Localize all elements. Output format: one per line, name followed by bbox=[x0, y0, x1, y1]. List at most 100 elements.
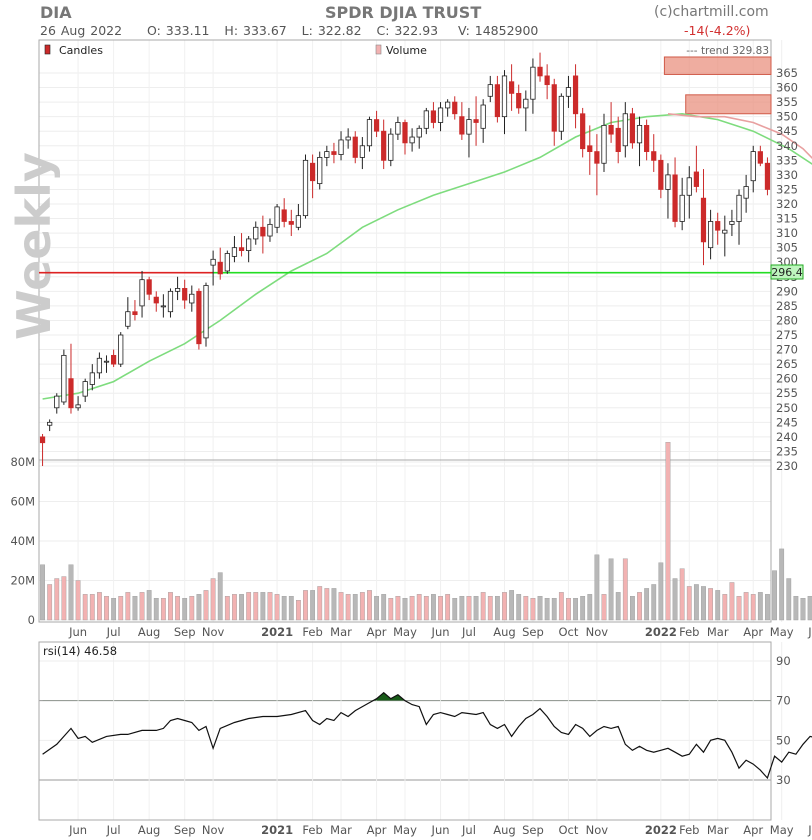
candle-body bbox=[96, 357, 103, 374]
credit: (c)chartmill.com bbox=[654, 4, 769, 20]
trend-legend-label: --- trend 329.83 bbox=[686, 45, 769, 57]
volume-bar bbox=[551, 598, 557, 621]
time-tick-label: Apr bbox=[367, 625, 387, 639]
candle-body bbox=[139, 279, 145, 307]
candle-body bbox=[672, 174, 678, 222]
candle-body bbox=[644, 125, 650, 153]
volume-bar bbox=[686, 586, 692, 621]
date: 26 Aug 2022 bbox=[40, 23, 123, 38]
rsi-tick-label: 50 bbox=[776, 733, 791, 747]
volume-bar bbox=[537, 596, 543, 621]
candle-body bbox=[743, 186, 749, 199]
candle-body bbox=[331, 151, 337, 155]
volume-bar bbox=[573, 598, 578, 621]
volume-bar bbox=[182, 598, 188, 621]
volume-legend-icon bbox=[375, 44, 382, 55]
candle-body bbox=[658, 159, 664, 190]
volume-bar bbox=[232, 594, 237, 621]
volume-tick-label: 0 bbox=[28, 613, 35, 627]
close-value: C: 322.93 bbox=[376, 23, 439, 38]
price-tick-label: 335 bbox=[776, 153, 798, 167]
candle-body bbox=[629, 113, 636, 144]
candles-legend-icon bbox=[44, 44, 51, 55]
candle-body bbox=[580, 113, 586, 150]
rsi-tick-label: 70 bbox=[776, 694, 791, 708]
resistance-zones bbox=[663, 56, 772, 115]
volume-bar bbox=[530, 598, 536, 621]
price-tick-label: 280 bbox=[776, 313, 798, 327]
candle-body bbox=[395, 122, 401, 135]
volume-bar bbox=[175, 596, 180, 621]
volume-bar bbox=[473, 596, 479, 621]
volume-bar bbox=[516, 594, 522, 621]
volume-bar bbox=[693, 584, 699, 621]
candle-body bbox=[750, 151, 756, 182]
candle-body bbox=[196, 290, 202, 345]
volume-bar bbox=[480, 592, 486, 621]
low-value: L: 322.82 bbox=[301, 23, 362, 38]
candle-body bbox=[302, 159, 309, 217]
volume-bar bbox=[196, 594, 202, 621]
candle-body bbox=[487, 84, 493, 97]
volume-bar bbox=[722, 594, 728, 621]
volume-bar bbox=[153, 598, 159, 621]
volume-bar bbox=[217, 572, 223, 621]
time-tick-label: May bbox=[770, 823, 794, 837]
volume-bar bbox=[679, 568, 685, 621]
volume-bar bbox=[281, 596, 287, 621]
volume-bar bbox=[409, 596, 415, 621]
time-tick-label: May bbox=[393, 625, 417, 639]
candle-body bbox=[125, 311, 131, 327]
resistance-zone bbox=[685, 94, 772, 115]
ohlc-info: 26 Aug 2022 O: 333.11 H: 333.67 L: 322.8… bbox=[40, 23, 538, 38]
volume-bar bbox=[423, 596, 429, 621]
volume-bar bbox=[431, 594, 436, 621]
volume-bar bbox=[295, 600, 301, 621]
volume-bar bbox=[40, 564, 45, 621]
time-tick-label: Jul bbox=[461, 625, 476, 639]
price-tick-label: 235 bbox=[776, 444, 798, 458]
candle-body bbox=[480, 104, 486, 129]
candle-body bbox=[238, 247, 245, 251]
volume-bar bbox=[615, 592, 621, 621]
time-tick-label: Nov bbox=[586, 823, 609, 837]
candle-body bbox=[366, 119, 373, 147]
candle-body bbox=[722, 229, 728, 234]
candle-body bbox=[203, 285, 209, 339]
moving-averages bbox=[42, 112, 812, 400]
price-tick-label: 355 bbox=[776, 95, 798, 109]
time-tick-label: Sep bbox=[522, 625, 544, 639]
candle-body bbox=[501, 75, 508, 118]
candle-body bbox=[572, 75, 579, 115]
candle-body bbox=[324, 151, 330, 158]
candle-body bbox=[267, 223, 273, 237]
volume-bar bbox=[125, 592, 131, 621]
volume-bar bbox=[352, 594, 358, 621]
price-tick-label: 250 bbox=[776, 401, 798, 415]
volume-bar bbox=[594, 554, 600, 621]
volume-bar bbox=[566, 598, 571, 621]
volume-bar bbox=[651, 584, 657, 621]
rsi-legend-label: rsi(14) 46.58 bbox=[43, 644, 117, 658]
time-tick-label: Jun bbox=[807, 823, 812, 837]
candle-body bbox=[594, 151, 600, 164]
volume-bar bbox=[622, 558, 628, 621]
volume-bar bbox=[97, 592, 102, 621]
volume-bar bbox=[658, 562, 664, 621]
volume-bar bbox=[324, 588, 330, 621]
volume-tick-label: 20M bbox=[10, 574, 35, 588]
candle-body bbox=[231, 247, 238, 257]
volume-bar bbox=[338, 592, 344, 621]
candle-body bbox=[693, 171, 699, 187]
support-badge: 296.4 bbox=[770, 264, 804, 280]
volume-bar bbox=[750, 594, 756, 621]
volume-bar bbox=[374, 596, 379, 621]
volume-bar bbox=[388, 598, 394, 621]
volume-bar bbox=[558, 592, 564, 621]
time-tick-label: Nov bbox=[202, 625, 225, 639]
time-tick-label: 2022 bbox=[645, 625, 677, 639]
price-tick-label: 325 bbox=[776, 182, 798, 196]
price-tick-label: 345 bbox=[776, 124, 798, 138]
volume-bar bbox=[715, 590, 721, 621]
